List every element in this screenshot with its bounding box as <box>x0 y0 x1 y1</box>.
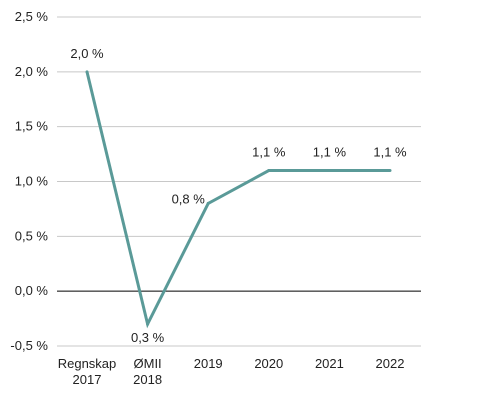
y-tick-label: 2,5 % <box>15 9 49 24</box>
x-tick-label: 2021 <box>315 356 344 371</box>
series-line <box>85 70 392 329</box>
x-tick-label: 2022 <box>376 356 405 371</box>
gridlines <box>57 16 421 347</box>
x-tick-label-line: Regnskap <box>58 356 117 371</box>
data-label: 0,3 % <box>131 330 165 345</box>
series-line-path <box>85 71 390 329</box>
data-label: 2,0 % <box>70 46 104 61</box>
series-point <box>146 322 150 326</box>
x-tick-label-line: 2022 <box>376 356 405 371</box>
x-tick-label: 2020 <box>254 356 283 371</box>
y-tick-label: 2,0 % <box>15 64 49 79</box>
y-tick-label: -0,5 % <box>10 338 48 353</box>
x-tick-label-line: 2017 <box>73 372 102 387</box>
data-label: 1,1 % <box>373 145 407 160</box>
y-tick-label: 0,5 % <box>15 228 49 243</box>
series-point <box>206 201 210 205</box>
x-tick-label: Regnskap 2017 <box>58 356 117 387</box>
y-tick-label: 0,0 % <box>15 283 49 298</box>
data-labels: 2,0 % 0,3 % 0,8 % 1,1 % 1,1 % 1,1 % <box>70 46 407 345</box>
series-point <box>85 70 89 74</box>
x-tick-label-line: ØMII <box>134 356 162 371</box>
data-label: 1,1 % <box>313 145 347 160</box>
x-tick-label-line: 2020 <box>254 356 283 371</box>
x-tick-label-line: 2019 <box>194 356 223 371</box>
x-tick-label: 2019 <box>194 356 223 371</box>
y-axis-tick-labels: -0,5 % 0,0 % 0,5 % 1,0 % 1,5 % 2,0 % 2,5 % <box>10 9 48 353</box>
x-tick-label-line: 2018 <box>133 372 162 387</box>
x-axis-tick-labels: Regnskap 2017 ØMII 2018 2019 2020 2021 2022 <box>58 356 405 387</box>
x-tick-label: ØMII 2018 <box>133 356 162 387</box>
series-point <box>388 169 392 173</box>
data-label: 1,1 % <box>252 145 286 160</box>
y-tick-label: 1,5 % <box>15 119 49 134</box>
series-point <box>327 169 331 173</box>
series-point <box>267 169 271 173</box>
y-tick-label: 1,0 % <box>15 174 49 189</box>
x-tick-label-line: 2021 <box>315 356 344 371</box>
data-label: 0,8 % <box>172 191 206 206</box>
